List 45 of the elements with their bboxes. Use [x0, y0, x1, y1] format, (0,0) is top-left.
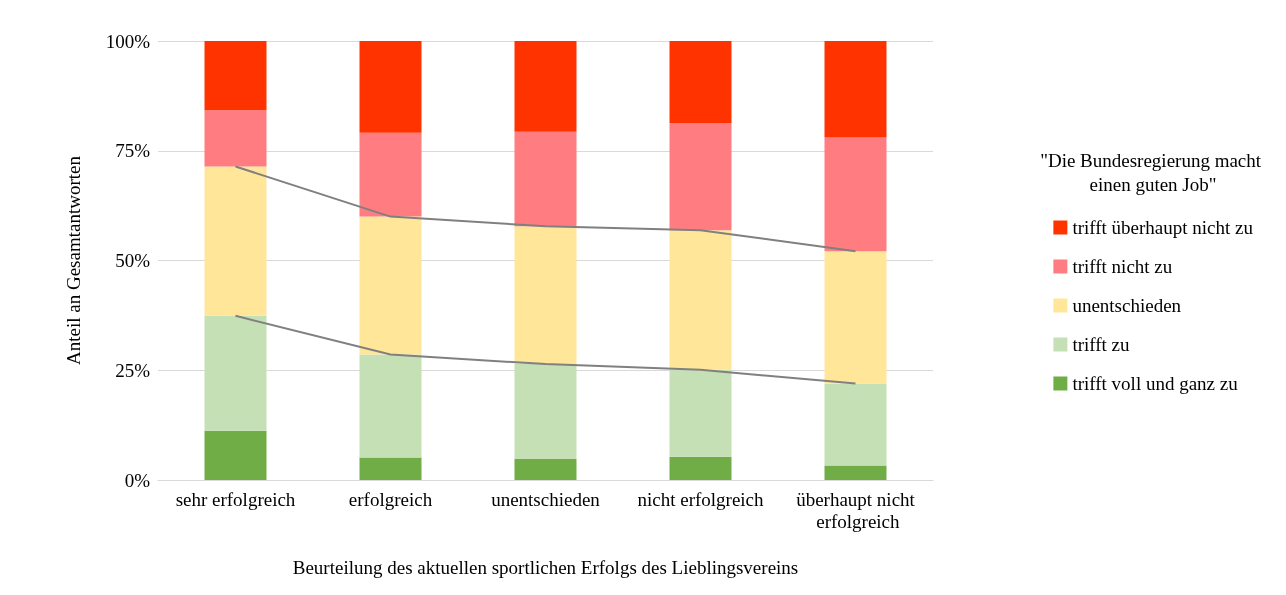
bar: [669, 41, 732, 124]
bar: [514, 41, 577, 132]
bar: [824, 465, 887, 480]
legend-label: trifft nicht zu: [1072, 256, 1173, 277]
bar: [824, 251, 887, 384]
bar: [669, 369, 732, 457]
y-axis-title: Anteil an Gesamtantworten: [63, 155, 84, 365]
x-tick-label: überhaupt nicht erfolgreich: [796, 488, 916, 532]
y-tick-label: 75%: [115, 140, 151, 162]
y-tick-label: 0%: [124, 469, 151, 491]
x-tick-label: erfolgreich: [348, 488, 433, 510]
y-tick-label: 50%: [115, 250, 151, 271]
bar: [669, 456, 732, 480]
legend-label: trifft voll und ganz zu: [1072, 373, 1239, 394]
legend-title: "Die Bundesregierung macht einen guten Job": [1040, 149, 1266, 195]
line-series: [234, 165, 857, 253]
bar: [824, 41, 887, 138]
bar: [514, 458, 577, 480]
bar: [824, 383, 887, 466]
x-tick-label: sehr erfolgreich: [175, 488, 296, 510]
bar: [359, 216, 422, 355]
y-tick-label: 25%: [115, 359, 151, 381]
bar: [359, 132, 422, 217]
bar: [204, 110, 267, 167]
bar: [669, 230, 732, 370]
bar: [669, 123, 732, 231]
bar: [359, 457, 422, 480]
x-axis-title: Beurteilung des aktuellen sportlichen Erfolgs des Lieblingsvereins: [292, 557, 799, 578]
legend-label: unentschieden: [1072, 295, 1182, 316]
line-series: [234, 314, 857, 385]
y-tick-label: 100%: [105, 30, 151, 52]
legend-label: trifft zu: [1072, 334, 1131, 355]
bar: [204, 430, 267, 480]
bar: [514, 131, 577, 227]
bar: [359, 354, 422, 458]
legend-label: trifft überhaupt nicht zu: [1072, 217, 1254, 238]
bar: [204, 166, 267, 316]
bar: [204, 41, 267, 111]
bar: [824, 137, 887, 252]
x-tick-label: nicht erfolgreich: [637, 488, 765, 510]
bar: [514, 364, 577, 459]
bar: [359, 41, 422, 133]
bar: [204, 315, 267, 431]
bar: [514, 226, 577, 365]
x-tick-label: unentschieden: [491, 488, 601, 510]
